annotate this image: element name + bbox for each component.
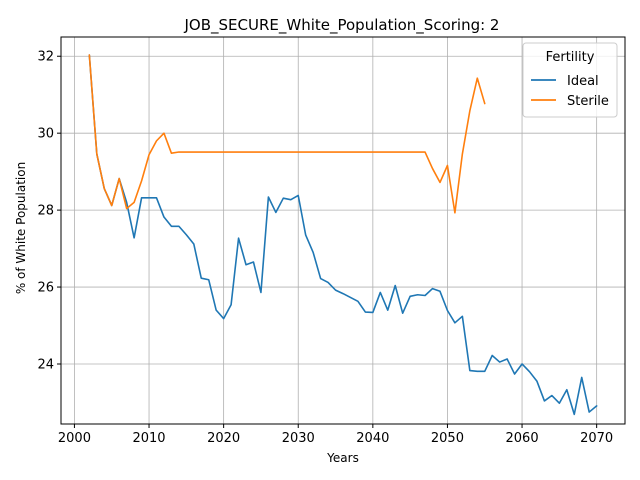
legend-title: Fertility [546, 50, 595, 65]
legend-label-ideal: Ideal [567, 74, 599, 89]
series-line-ideal [88, 54, 598, 416]
y-tick-label: 32 [37, 50, 54, 65]
series-lines [88, 54, 598, 416]
x-tick-label: 2040 [356, 431, 389, 446]
y-tick-label: 30 [37, 127, 54, 142]
x-axis-label: Years [326, 451, 359, 465]
x-tick-label: 2030 [282, 431, 315, 446]
x-tick-label: 2060 [506, 431, 539, 446]
legend-entries: Ideal Sterile [531, 74, 609, 109]
chart-title: JOB_SECURE_White_Population_Scoring: 2 [184, 16, 500, 35]
legend-box [522, 42, 618, 118]
y-tick-label: 24 [37, 357, 54, 372]
axis-ticks: 2000 2010 2020 2030 2040 2050 2060 2070 24 26 28 30… [37, 50, 613, 446]
plot-frame [60, 36, 626, 425]
series-line-sterile [88, 54, 486, 214]
x-tick-label: 2010 [132, 431, 165, 446]
x-tick-label: 2000 [58, 431, 91, 446]
x-tick-label: 2070 [580, 431, 613, 446]
legend-label-sterile: Sterile [567, 94, 609, 109]
legend: Fertility Ideal Sterile [522, 42, 618, 118]
x-tick-label: 2050 [431, 431, 464, 446]
y-tick-label: 26 [37, 281, 54, 296]
y-axis-label: % of White Population [14, 162, 28, 294]
x-tick-label: 2020 [207, 431, 240, 446]
y-tick-label: 28 [37, 204, 54, 219]
